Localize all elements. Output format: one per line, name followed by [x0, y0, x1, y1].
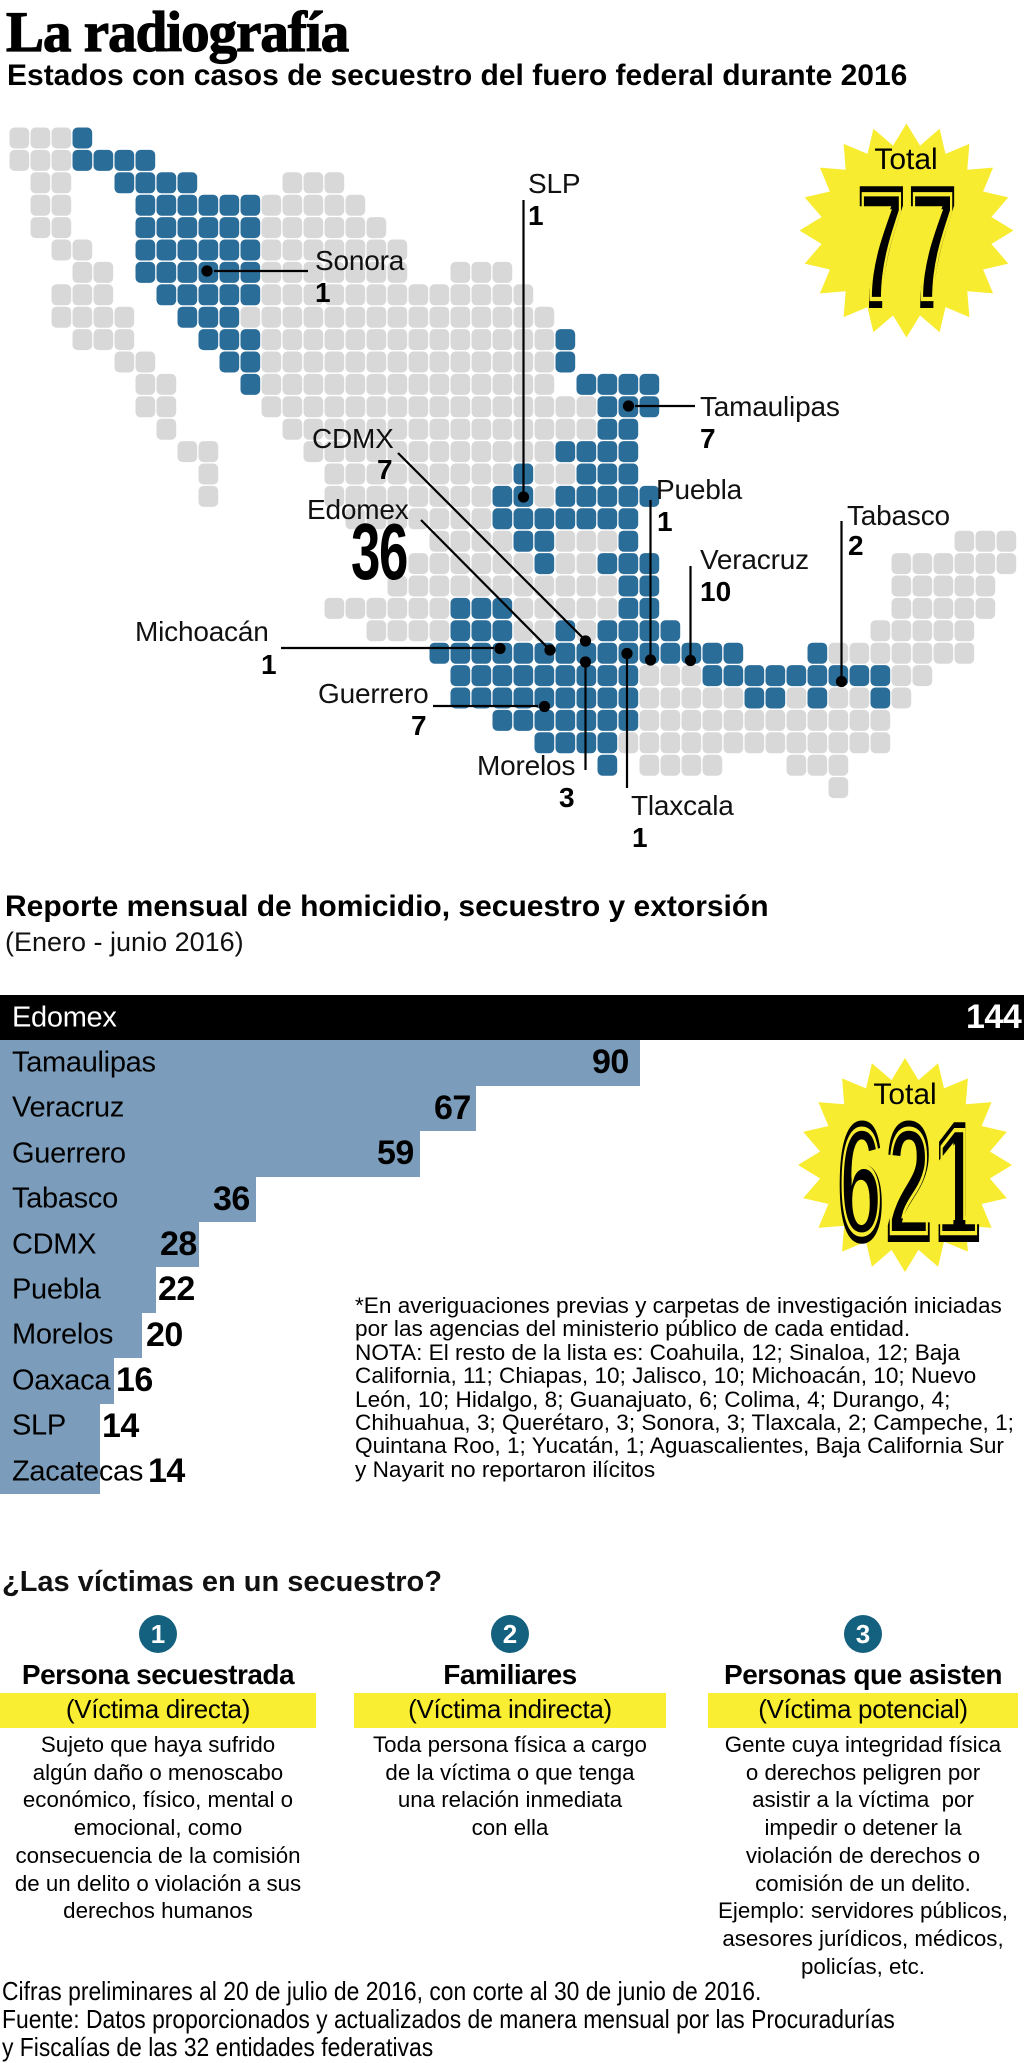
svg-text:6: 6	[840, 1099, 882, 1266]
svg-text:1: 1	[933, 1085, 981, 1280]
svg-text:1: 1	[936, 1099, 978, 1266]
svg-text:Total: Total	[873, 1078, 936, 1111]
svg-text:2: 2	[888, 1099, 930, 1266]
svg-text:7: 7	[859, 161, 903, 332]
svg-text:6: 6	[837, 1085, 885, 1280]
svg-text:7: 7	[907, 147, 958, 345]
svg-text:7: 7	[911, 161, 955, 332]
svg-text:7: 7	[856, 147, 907, 345]
svg-text:2: 2	[885, 1085, 933, 1280]
svg-text:Total: Total	[874, 143, 937, 176]
